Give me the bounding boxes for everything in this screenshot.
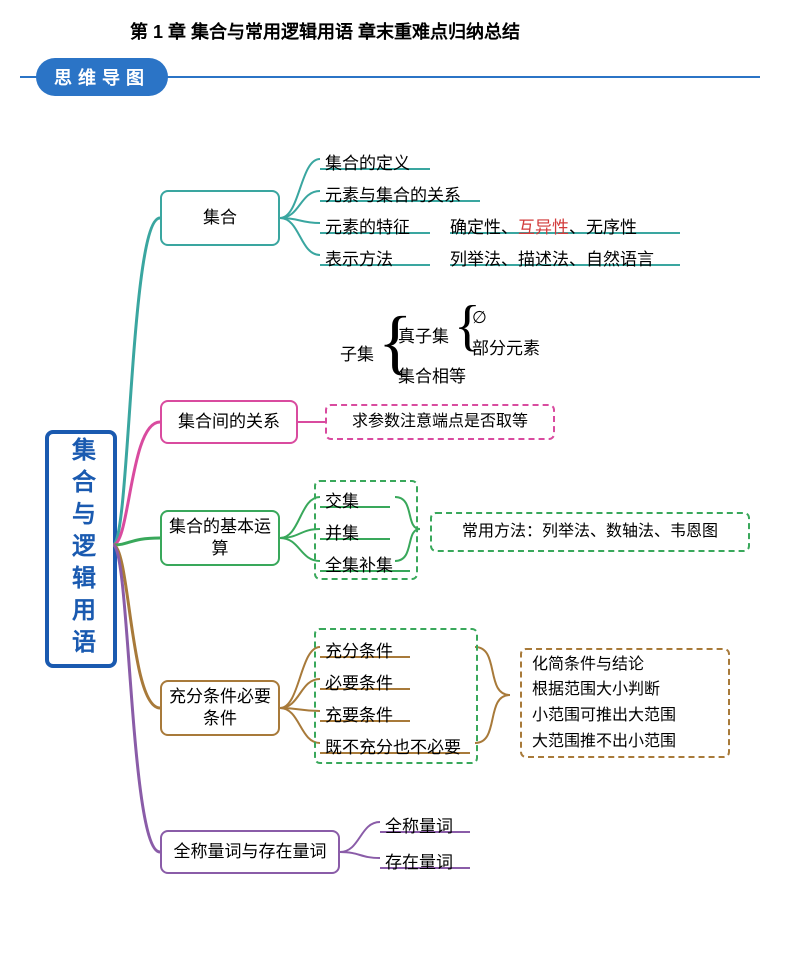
b5-leaf-2: 存在量词 — [385, 848, 453, 873]
branch-node-relations: 集合间的关系 — [160, 400, 298, 444]
b1-leaf-2: 元素与集合的关系 — [325, 181, 461, 206]
branch-node-conditions: 充分条件必要条件 — [160, 680, 280, 736]
b4-note: 化简条件与结论 根据范围大小判断 小范围可推出大范围 大范围推不出小范围 — [520, 648, 730, 758]
branch-node-operations: 集合的基本运算 — [160, 510, 280, 566]
b1-leaf-3-tail: 确定性、互异性、无序性 — [450, 213, 637, 238]
b2-empty: ∅ — [472, 308, 487, 328]
section-badge: 思维导图 — [36, 58, 168, 96]
b2-equal: 集合相等 — [398, 362, 466, 387]
b5-leaf-1: 全称量词 — [385, 812, 453, 837]
b1-leaf-4: 表示方法 — [325, 245, 393, 270]
branch-node-quantifiers: 全称量词与存在量词 — [160, 830, 340, 874]
b4-leaf-frame — [314, 628, 478, 764]
b2-true-subset: 真子集 — [398, 322, 449, 347]
branch-node-sets: 集合 — [160, 190, 280, 246]
chapter-title: 第 1 章 集合与常用逻辑用语 章末重难点归纳总结 — [130, 18, 520, 44]
b2-note: 求参数注意端点是否取等 — [325, 404, 555, 440]
b1-leaf-4-tail: 列举法、描述法、自然语言 — [450, 245, 654, 270]
b2-partial: 部分元素 — [472, 334, 540, 359]
b1-leaf-1: 集合的定义 — [325, 149, 410, 174]
b1-leaf-3: 元素的特征 — [325, 213, 410, 238]
b3-leaf-frame — [314, 480, 418, 580]
b2-subset-label: 子集 — [340, 340, 374, 365]
diagram-root: 第 1 章 集合与常用逻辑用语 章末重难点归纳总结 思维导图 集合与逻辑用语 — [0, 0, 786, 962]
root-node: 集合与逻辑用语 — [45, 430, 117, 668]
b3-note: 常用方法：列举法、数轴法、韦恩图 — [430, 512, 750, 552]
